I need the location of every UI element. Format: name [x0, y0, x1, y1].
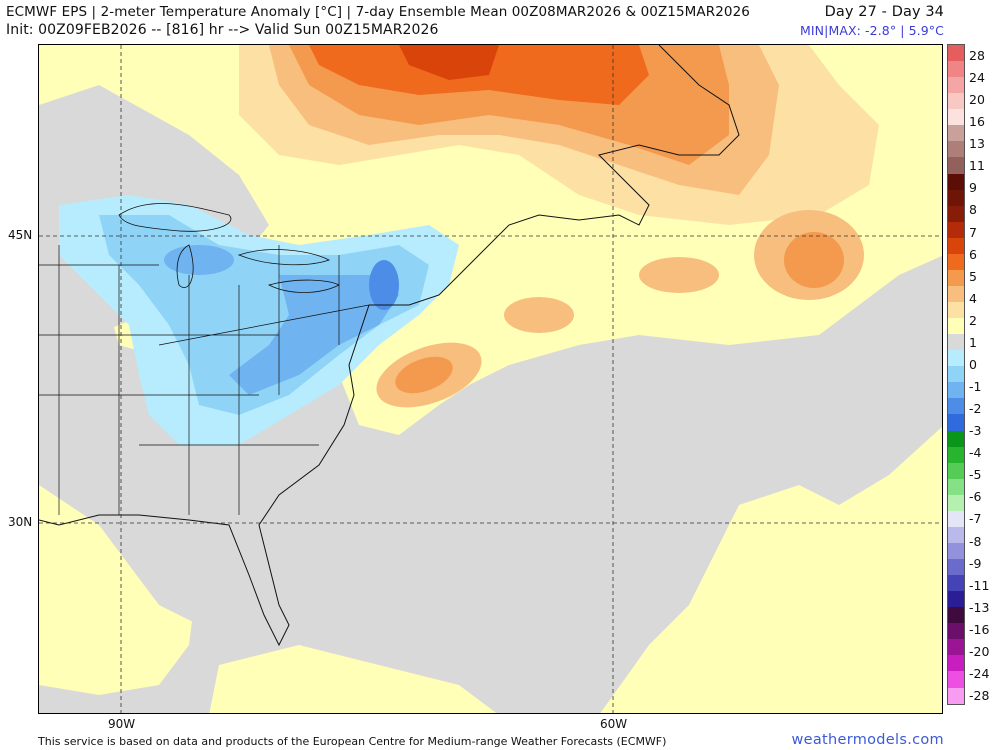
color-scale-swatch — [948, 366, 964, 383]
cool-blue — [229, 275, 399, 395]
color-scale-swatch — [948, 607, 964, 624]
color-scale-swatch — [948, 189, 964, 206]
color-scale-label: -20 — [969, 643, 990, 659]
color-scale-label: 7 — [969, 224, 977, 240]
day-range: Day 27 - Day 34 — [824, 4, 944, 20]
color-scale-swatch — [948, 382, 964, 399]
lon-label-90w: 90W — [108, 717, 136, 731]
init-valid-line: Init: 00Z09FEB2026 -- [816] hr --> Valid… — [6, 22, 439, 38]
warm-blob-offshore — [504, 297, 574, 333]
state-borders — [39, 245, 370, 515]
color-scale-label: 16 — [969, 114, 985, 130]
cool-blue-ny — [369, 260, 399, 310]
color-scale-label: 24 — [969, 70, 985, 86]
min-max-readout: MIN|MAX: -2.8° | 5.9°C — [800, 23, 944, 38]
color-scale-swatch — [948, 61, 964, 78]
warm-red-core — [399, 45, 499, 80]
color-scale-bar — [947, 44, 965, 705]
color-scale-swatch — [948, 237, 964, 254]
ecmwf-credit: This service is based on data and produc… — [38, 735, 667, 748]
color-scale-label: -16 — [969, 621, 990, 637]
color-scale-swatch — [948, 157, 964, 174]
color-scale-swatch — [948, 93, 964, 110]
color-scale-swatch — [948, 302, 964, 319]
color-scale-swatch — [948, 414, 964, 431]
color-scale-label: -11 — [969, 577, 990, 593]
color-scale-swatch — [948, 77, 964, 94]
color-scale-swatch — [948, 591, 964, 608]
color-scale-swatch — [948, 253, 964, 270]
color-scale-swatch — [948, 671, 964, 688]
cool-blue-lakes — [164, 245, 234, 275]
warm-blob-atlantic-east-core — [784, 232, 844, 288]
color-scale-label: 0 — [969, 356, 977, 372]
color-scale-label: 6 — [969, 246, 977, 262]
color-scale-swatch — [948, 398, 964, 415]
coastline-northeast — [369, 45, 740, 306]
color-scale-swatch — [948, 221, 964, 238]
warm-blob-atlantic-mid — [639, 257, 719, 293]
color-scale-swatch — [948, 285, 964, 302]
color-scale-label: -24 — [969, 665, 990, 681]
color-scale-swatch — [948, 687, 964, 704]
color-scale-swatch — [948, 334, 964, 351]
color-scale-swatch — [948, 350, 964, 367]
color-scale-label: -2 — [969, 401, 982, 417]
color-scale-swatch — [948, 494, 964, 511]
color-scale-swatch — [948, 575, 964, 592]
color-scale-label: 28 — [969, 48, 985, 63]
color-scale-swatch — [948, 542, 964, 559]
color-scale-swatch — [948, 446, 964, 463]
color-scale-swatch — [948, 45, 964, 62]
color-scale-swatch — [948, 510, 964, 527]
color-scale-label: 1 — [969, 334, 977, 350]
color-scale-swatch — [948, 478, 964, 495]
color-scale-swatch — [948, 318, 964, 335]
map-title: ECMWF EPS | 2-meter Temperature Anomaly … — [6, 4, 750, 20]
color-scale-label: -7 — [969, 511, 982, 527]
color-scale-label: -28 — [969, 688, 990, 703]
color-scale-swatch — [948, 462, 964, 479]
color-scale-swatch — [948, 269, 964, 286]
color-scale-swatch — [948, 141, 964, 158]
color-scale-swatch — [948, 125, 964, 142]
color-scale-swatch — [948, 205, 964, 222]
color-scale-swatch — [948, 173, 964, 190]
color-scale-label: 11 — [969, 158, 985, 174]
color-scale-swatch — [948, 559, 964, 576]
warm-blob-gulfstream-core — [395, 356, 453, 394]
color-scale-label: 9 — [969, 180, 977, 196]
coastline-east — [39, 304, 370, 647]
lat-label-45n: 45N — [8, 228, 33, 242]
warm-yellow-atlantic-south — [600, 426, 942, 713]
anomaly-field — [39, 45, 942, 713]
anomaly-map — [38, 44, 943, 714]
color-scale-label: 2 — [969, 312, 977, 328]
color-scale-swatch — [948, 109, 964, 126]
lon-label-60w: 60W — [600, 717, 628, 731]
color-scale-swatch — [948, 623, 964, 640]
color-scale-label: 5 — [969, 268, 977, 284]
color-scale-label: -13 — [969, 599, 990, 615]
color-scale-label: -5 — [969, 467, 982, 483]
great-lakes — [118, 203, 340, 293]
color-scale-label: 20 — [969, 92, 985, 108]
color-scale-label: -4 — [969, 445, 982, 461]
color-scale-swatch — [948, 655, 964, 672]
color-scale-label: 4 — [969, 290, 977, 306]
color-scale-swatch — [948, 526, 964, 543]
color-scale-label: 8 — [969, 202, 977, 218]
color-scale-swatch — [948, 639, 964, 656]
color-scale-label: 13 — [969, 136, 985, 152]
color-scale-label: -3 — [969, 423, 982, 439]
color-scale-label: -8 — [969, 533, 982, 549]
color-scale-label: -9 — [969, 555, 982, 571]
color-scale-label: -6 — [969, 489, 982, 505]
site-link[interactable]: weathermodels.com — [791, 732, 944, 748]
lat-label-30n: 30N — [8, 515, 33, 529]
warm-yellow-caribbean — [209, 645, 497, 713]
color-scale-label: -1 — [969, 379, 982, 395]
color-scale-swatch — [948, 430, 964, 447]
